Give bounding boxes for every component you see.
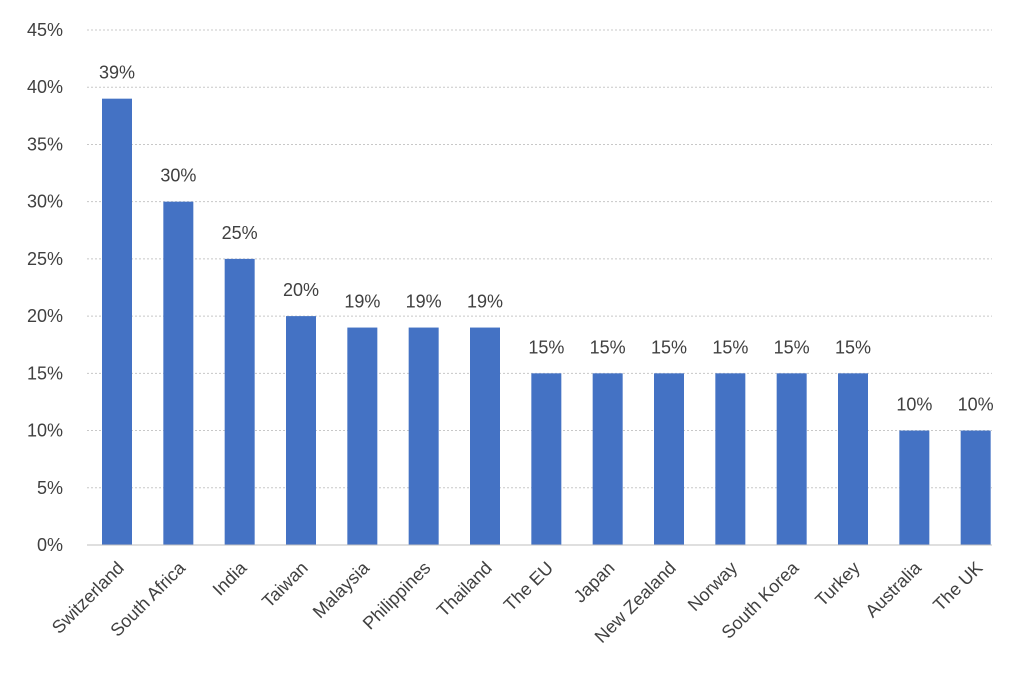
data-label: 15% xyxy=(528,337,564,357)
data-label: 15% xyxy=(712,337,748,357)
y-tick-label: 45% xyxy=(27,20,63,40)
data-label: 10% xyxy=(896,395,932,415)
bar xyxy=(163,201,194,545)
y-tick-label: 15% xyxy=(27,363,63,383)
x-tick-label: Norway xyxy=(684,558,741,615)
x-tick-label: Taiwan xyxy=(258,558,312,612)
data-label: 10% xyxy=(958,395,994,415)
y-axis-tick-labels: 0% 5% 10% 15% 20% 25% 30% 35% 40% 45% xyxy=(27,20,63,555)
data-label: 19% xyxy=(344,292,380,312)
bar xyxy=(776,373,807,545)
data-label: 25% xyxy=(222,223,258,243)
x-tick-label: Thailand xyxy=(433,558,496,621)
bar xyxy=(899,430,930,545)
bar xyxy=(592,373,623,545)
bars xyxy=(102,98,991,546)
bar xyxy=(102,98,132,546)
x-tick-label: The UK xyxy=(929,558,986,615)
data-label: 19% xyxy=(406,292,442,312)
bar xyxy=(715,373,746,545)
y-tick-label: 25% xyxy=(27,249,63,269)
bar xyxy=(347,327,378,545)
x-tick-label: The EU xyxy=(500,558,557,615)
x-tick-label: Australia xyxy=(862,557,926,621)
y-tick-label: 0% xyxy=(37,535,63,555)
x-tick-label: Japan xyxy=(570,558,619,607)
data-label: 39% xyxy=(99,63,135,83)
y-tick-label: 10% xyxy=(27,421,63,441)
data-label: 15% xyxy=(835,337,871,357)
bar xyxy=(408,327,439,545)
data-label: 30% xyxy=(160,166,196,186)
data-label: 15% xyxy=(590,337,626,357)
bar xyxy=(654,373,684,545)
bar xyxy=(960,430,991,545)
bar xyxy=(838,373,868,545)
bar xyxy=(470,327,500,545)
y-tick-label: 20% xyxy=(27,306,63,326)
y-tick-label: 40% xyxy=(27,77,63,97)
data-label: 20% xyxy=(283,280,319,300)
y-tick-label: 30% xyxy=(27,192,63,212)
data-labels: 39% 30% 25% 20% 19% 19% 19% 15% 15% 15% 15% 15% 15% 1… xyxy=(99,63,994,415)
data-label: 15% xyxy=(774,337,810,357)
x-tick-label: Turkey xyxy=(811,558,864,611)
bar xyxy=(531,373,562,545)
y-tick-label: 35% xyxy=(27,134,63,154)
bar xyxy=(224,258,255,545)
data-label: 15% xyxy=(651,337,687,357)
y-tick-label: 5% xyxy=(37,478,63,498)
x-tick-label: Malaysia xyxy=(309,557,374,622)
data-label: 19% xyxy=(467,292,503,312)
x-tick-label: India xyxy=(209,557,251,599)
bar xyxy=(286,316,316,545)
